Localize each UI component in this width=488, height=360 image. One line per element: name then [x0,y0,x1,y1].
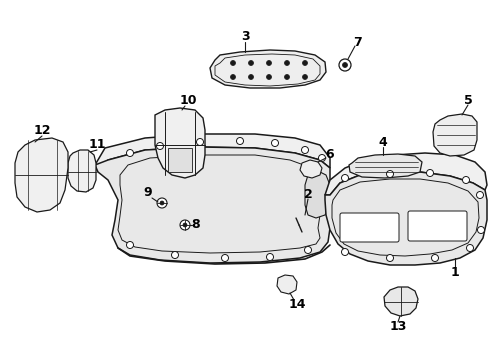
Circle shape [466,244,472,252]
Circle shape [302,75,307,80]
Text: 5: 5 [463,94,471,107]
Circle shape [476,226,484,234]
Text: 1: 1 [450,266,458,279]
Circle shape [156,143,163,149]
Circle shape [230,60,235,66]
Circle shape [426,170,433,176]
Circle shape [248,75,253,80]
Circle shape [126,149,133,157]
Circle shape [248,60,253,66]
Circle shape [318,154,325,162]
Circle shape [126,242,133,248]
Text: 3: 3 [240,31,249,44]
Circle shape [196,139,203,145]
Circle shape [302,60,307,66]
Text: 12: 12 [33,123,51,136]
Circle shape [157,198,167,208]
Polygon shape [95,147,329,263]
Circle shape [342,63,347,68]
Text: 13: 13 [388,320,406,333]
FancyBboxPatch shape [339,213,398,242]
Polygon shape [383,287,417,316]
Text: 7: 7 [353,36,362,49]
Circle shape [221,255,228,261]
Polygon shape [325,172,486,265]
Circle shape [171,252,178,258]
Circle shape [304,247,311,253]
Circle shape [341,248,348,256]
Circle shape [266,60,271,66]
Circle shape [386,255,393,261]
Polygon shape [299,160,321,178]
Text: 9: 9 [143,186,152,199]
Circle shape [301,147,308,153]
Polygon shape [209,50,325,88]
Circle shape [284,75,289,80]
Circle shape [430,255,438,261]
Circle shape [266,75,271,80]
Circle shape [462,176,468,184]
FancyBboxPatch shape [407,211,466,241]
Polygon shape [305,170,329,218]
Text: 2: 2 [303,189,312,202]
Circle shape [180,220,190,230]
Circle shape [284,60,289,66]
Text: 10: 10 [179,94,196,107]
Polygon shape [95,134,329,172]
Text: 11: 11 [88,139,105,152]
Polygon shape [168,148,192,172]
Text: 14: 14 [287,298,305,311]
Circle shape [230,75,235,80]
Text: 6: 6 [325,148,334,162]
Circle shape [475,192,483,198]
Circle shape [236,138,243,144]
Text: 8: 8 [191,219,200,231]
Polygon shape [15,138,68,212]
Polygon shape [348,154,421,178]
Polygon shape [68,150,96,192]
Circle shape [266,253,273,261]
Polygon shape [432,114,476,156]
Circle shape [183,223,186,227]
Polygon shape [155,108,204,178]
Circle shape [341,175,348,181]
Text: 4: 4 [378,135,386,148]
Circle shape [271,139,278,147]
Circle shape [160,201,163,205]
Polygon shape [325,153,486,195]
Circle shape [338,59,350,71]
Circle shape [386,171,393,177]
Polygon shape [276,275,296,294]
